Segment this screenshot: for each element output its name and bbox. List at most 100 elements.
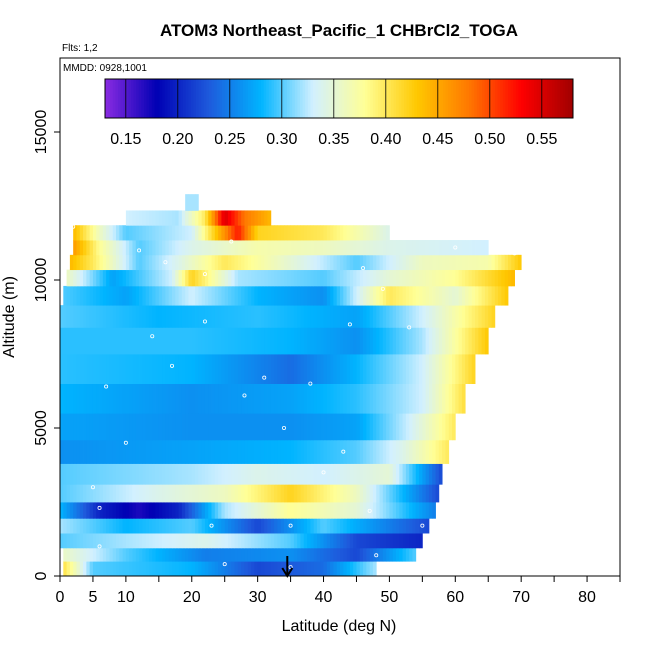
- heatmap-cell: [356, 254, 361, 271]
- heatmap-cell: [83, 225, 87, 241]
- heatmap-cell: [340, 502, 344, 519]
- heatmap-cell: [349, 225, 354, 241]
- heatmap-cell: [399, 547, 403, 562]
- heatmap-cell: [438, 354, 443, 384]
- heatmap-cell: [116, 518, 120, 534]
- heatmap-cell: [461, 269, 466, 287]
- heatmap-cell: [178, 484, 183, 503]
- heatmap-cell: [333, 240, 338, 256]
- heatmap-cell: [316, 254, 321, 271]
- heatmap-cell: [307, 305, 311, 328]
- heatmap-cell: [247, 269, 252, 287]
- heatmap-cell: [293, 305, 298, 328]
- colorbar-segment: [430, 79, 434, 118]
- heatmap-cell: [260, 269, 265, 287]
- heatmap-cell: [237, 225, 242, 241]
- heatmap-cell: [448, 327, 453, 355]
- heatmap-cell: [158, 240, 163, 256]
- heatmap-cell: [69, 439, 74, 464]
- heatmap-cell: [376, 518, 380, 534]
- heatmap-cell: [333, 463, 338, 485]
- heatmap-cell: [442, 354, 446, 384]
- colorbar-segment: [167, 79, 171, 118]
- heatmap-cell: [366, 354, 371, 384]
- heatmap-cell: [445, 327, 450, 355]
- heatmap-cell: [119, 439, 123, 464]
- heatmap-cell: [132, 354, 137, 384]
- heatmap-cell: [333, 254, 338, 271]
- heatmap-cell: [297, 305, 301, 328]
- heatmap-cell: [188, 194, 193, 211]
- heatmap-cell: [442, 240, 446, 256]
- heatmap-cell: [336, 305, 341, 328]
- heatmap-cell: [135, 484, 140, 503]
- heatmap-cell: [501, 269, 506, 287]
- heatmap-cell: [478, 327, 483, 355]
- heatmap-cell: [178, 210, 183, 226]
- heatmap-cell: [221, 518, 226, 534]
- heatmap-cell: [313, 439, 318, 464]
- colorbar-segment: [237, 79, 241, 118]
- heatmap-cell: [135, 269, 140, 287]
- heatmap-cell: [382, 533, 387, 549]
- heatmap-cell: [241, 484, 245, 503]
- colorbar-segment: [388, 79, 392, 118]
- heatmap-cell: [254, 561, 259, 576]
- sample-point: [169, 363, 174, 368]
- heatmap-cell: [181, 383, 186, 414]
- heatmap-cell: [260, 413, 265, 441]
- heatmap-cell: [405, 518, 410, 534]
- heatmap-cell: [185, 269, 189, 287]
- heatmap-cell: [280, 327, 285, 355]
- heatmap-cell: [135, 327, 140, 355]
- heatmap-cell: [369, 439, 374, 464]
- heatmap-cell: [102, 518, 107, 534]
- heatmap-cell: [376, 439, 380, 464]
- heatmap-cell: [116, 502, 120, 519]
- heatmap-cell: [145, 383, 150, 414]
- heatmap-cell: [399, 502, 403, 519]
- sample-point: [361, 266, 366, 271]
- y-tick-label: 0: [33, 571, 50, 580]
- heatmap-cell: [69, 502, 74, 519]
- heatmap-cell: [280, 463, 285, 485]
- heatmap-cell: [267, 210, 272, 226]
- heatmap-cell: [372, 439, 377, 464]
- heatmap-cell: [330, 484, 334, 503]
- colorbar-segment: [456, 79, 460, 118]
- heatmap-cell: [195, 383, 199, 414]
- heatmap-cell: [353, 354, 357, 384]
- heatmap-cell: [448, 285, 453, 306]
- heatmap-cell: [290, 533, 295, 549]
- heatmap-cell: [89, 240, 94, 256]
- heatmap-cell: [359, 533, 364, 549]
- heatmap-cell: [244, 502, 249, 519]
- colorbar-segment: [396, 79, 400, 118]
- colorbar-segment: [305, 79, 309, 118]
- heatmap-cell: [448, 254, 453, 271]
- colorbar-segment: [107, 79, 111, 118]
- heatmap-cell: [178, 502, 183, 519]
- heatmap-cell: [132, 518, 137, 534]
- heatmap-cell: [267, 547, 272, 562]
- heatmap-cell: [99, 254, 104, 271]
- heatmap-cell: [353, 533, 357, 549]
- heatmap-cell: [125, 327, 130, 355]
- heatmap-cell: [86, 354, 91, 384]
- heatmap-cell: [76, 518, 81, 534]
- colorbar-segment: [292, 79, 296, 118]
- heatmap-cell: [195, 354, 199, 384]
- heatmap-cell: [274, 383, 278, 414]
- heatmap-cell: [198, 502, 203, 519]
- heatmap-cell: [119, 305, 123, 328]
- heatmap-cell: [300, 533, 305, 549]
- colorbar-segment: [458, 79, 462, 118]
- heatmap-cell: [303, 254, 308, 271]
- heatmap-cell: [264, 502, 268, 519]
- heatmap-cell: [363, 269, 367, 287]
- heatmap-cell: [435, 413, 440, 441]
- colorbar-segment: [518, 79, 522, 118]
- heatmap-cell: [224, 354, 229, 384]
- heatmap-cell: [386, 354, 390, 384]
- heatmap-cell: [297, 533, 301, 549]
